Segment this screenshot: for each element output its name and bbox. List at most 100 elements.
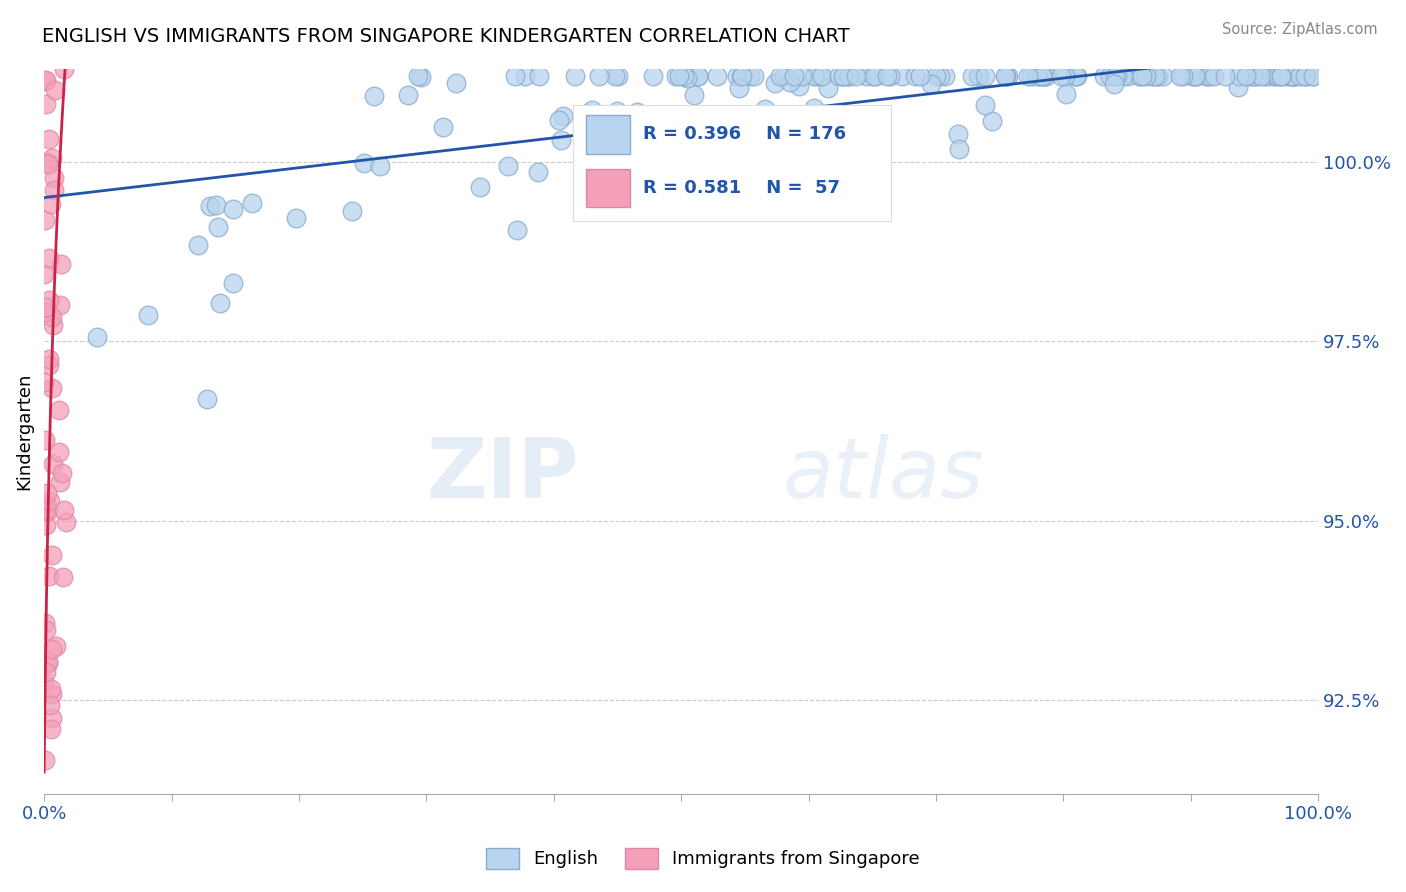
Point [997,69,1019,83]
Text: atlas: atlas [783,434,984,515]
Point [891,69,914,83]
Point [728,81,751,95]
Point [1267,69,1289,83]
Point [1185,69,1208,83]
Point [1241,69,1264,83]
Point [409,70,432,85]
Point [803,101,825,115]
Point [835,69,858,83]
Point [974,97,997,112]
Point [1054,87,1077,101]
Point [1092,69,1115,83]
Point [38,494,60,508]
Point [1118,69,1140,83]
Point [35,624,58,638]
Point [284,211,307,226]
Point [967,69,990,83]
Point [35,503,58,517]
Point [817,80,839,95]
Point [1035,69,1057,83]
Point [198,199,221,213]
Point [581,103,603,117]
Point [675,70,697,85]
Point [551,109,574,123]
Point [34,97,56,112]
Point [832,69,855,83]
Text: ZIP: ZIP [426,434,579,515]
Point [527,69,550,83]
Point [1195,69,1218,83]
Point [865,69,887,83]
Point [353,156,375,170]
Point [1171,69,1194,83]
Point [929,69,952,83]
Point [1026,69,1049,83]
Point [828,69,851,83]
Point [626,104,648,119]
Point [1261,69,1284,83]
Point [32,375,55,389]
Point [41,710,63,724]
Point [804,69,827,83]
Point [863,69,886,83]
Text: ENGLISH VS IMMIGRANTS FROM SINGAPORE KINDERGARTEN CORRELATION CHART: ENGLISH VS IMMIGRANTS FROM SINGAPORE KIN… [42,27,849,45]
Point [34,74,56,88]
Point [1147,69,1170,83]
Point [42,171,65,186]
Point [48,298,70,312]
Point [34,753,56,767]
Point [946,128,969,142]
Point [967,69,990,83]
Point [396,87,419,102]
Point [1031,69,1053,83]
Point [1250,69,1272,83]
Point [1064,69,1087,83]
Point [38,569,60,583]
Point [731,69,754,83]
Point [44,183,66,197]
Point [222,276,245,290]
Point [527,164,550,178]
Point [908,69,931,83]
Point [52,569,75,583]
Point [1270,69,1292,83]
Point [35,665,58,680]
Point [725,69,748,83]
Point [995,69,1018,83]
Point [606,104,628,119]
Point [1284,69,1306,83]
Point [1105,69,1128,83]
Point [363,89,385,103]
Point [838,69,860,83]
Point [1197,69,1219,83]
Point [974,69,997,83]
Point [506,223,529,237]
Point [779,135,801,149]
Point [1033,69,1056,83]
Point [1215,69,1237,83]
Point [1295,69,1317,83]
Point [1130,69,1153,83]
Point [39,681,62,696]
Point [1241,69,1264,83]
Point [688,69,710,83]
Point [688,69,710,83]
Point [41,548,63,562]
Point [49,256,72,270]
Point [647,136,669,151]
Point [1053,69,1076,83]
Point [1284,69,1306,83]
Text: Source: ZipAtlas.com: Source: ZipAtlas.com [1222,22,1378,37]
Point [86,329,108,343]
Point [515,69,537,83]
Point [48,444,70,458]
Point [34,213,56,227]
Point [1281,69,1303,83]
Point [607,69,630,83]
Point [195,392,218,406]
Point [792,69,814,83]
Point [1128,69,1150,83]
Point [808,69,831,83]
Point [588,69,610,83]
Point [1226,79,1249,94]
